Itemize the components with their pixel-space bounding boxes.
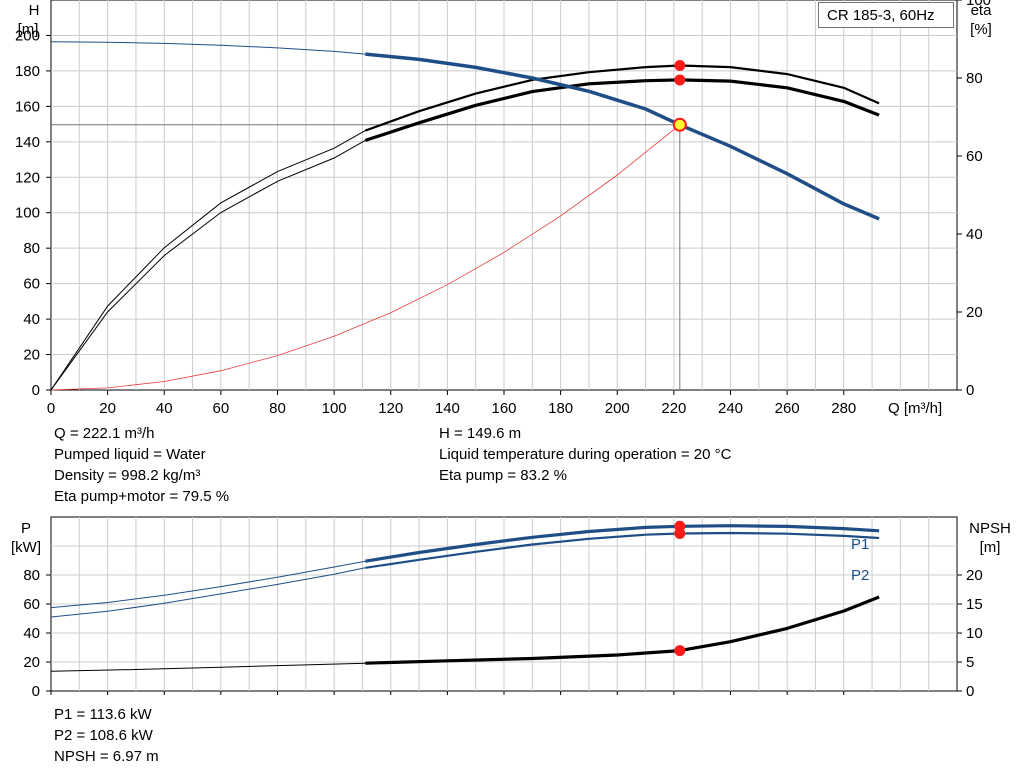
y2-tick-label: 10 — [966, 625, 983, 642]
info-block-bottom: P1 = 113.6 kW P2 = 108.6 kW NPSH = 6.97 … — [54, 704, 159, 767]
head-curve — [365, 52, 880, 221]
p1-curve-label: P1 — [851, 536, 869, 553]
y2-tick-label: 15 — [966, 596, 983, 613]
x-tick-label: 240 — [718, 400, 743, 417]
x-tick-label: 200 — [605, 400, 630, 417]
y-tick-label: 200 — [15, 27, 40, 44]
npsh-axis-label: NPSH — [969, 520, 1011, 537]
q-axis-label: Q [m³/h] — [888, 400, 942, 417]
info-eta-pump: Eta pump = 83.2 % — [439, 467, 567, 484]
y2-tick-label: 80 — [966, 70, 983, 87]
y-tick-label: 140 — [15, 134, 40, 151]
info-block-left: Q = 222.1 m³/h Pumped liquid = Water Den… — [54, 423, 229, 507]
eta-axis-unit: [%] — [970, 21, 992, 38]
h-axis-unit: [m] — [18, 21, 39, 38]
y-tick-label: 20 — [23, 654, 40, 671]
y2-tick-label: 100 — [966, 0, 991, 9]
p-axis-label: P — [21, 520, 31, 537]
x-tick-label: 40 — [156, 400, 173, 417]
eta-axis-label: eta — [971, 2, 993, 19]
npsh-curve-extension — [50, 662, 366, 672]
p2-marker — [674, 528, 686, 540]
x-tick-label: 180 — [548, 400, 573, 417]
info-p1: P1 = 113.6 kW — [54, 706, 152, 723]
y-tick-label: 0 — [32, 683, 40, 700]
x-tick-label: 20 — [99, 400, 116, 417]
y2-tick-label: 60 — [966, 148, 983, 165]
eta-pump-marker — [674, 60, 686, 72]
y2-tick-label: 5 — [966, 654, 974, 671]
head-curve-extension — [50, 41, 366, 55]
p2-curve — [365, 531, 880, 569]
x-tick-label: 80 — [269, 400, 286, 417]
eta-pump-curve-extension — [50, 130, 366, 391]
x-tick-label: 160 — [491, 400, 516, 417]
y2-tick-label: 40 — [966, 226, 983, 243]
info-density: Density = 998.2 kg/m³ — [54, 467, 201, 484]
x-tick-label: 0 — [47, 400, 55, 417]
y-tick-label: 20 — [23, 347, 40, 364]
info-eta-total: Eta pump+motor = 79.5 % — [54, 488, 230, 505]
y-tick-label: 80 — [23, 567, 40, 584]
y2-tick-label: 0 — [966, 382, 974, 399]
y-tick-label: 40 — [23, 311, 40, 328]
x-tick-label: 140 — [435, 400, 460, 417]
h-axis-label: H — [29, 2, 40, 19]
x-tick-label: 220 — [661, 400, 686, 417]
y-tick-label: 100 — [15, 205, 40, 222]
y-tick-label: 60 — [23, 276, 40, 293]
duty-point-marker — [672, 117, 687, 132]
y2-tick-label: 0 — [966, 683, 974, 700]
x-tick-label: 260 — [775, 400, 800, 417]
system-curve — [50, 124, 681, 391]
x-tick-label: 60 — [213, 400, 230, 417]
p2-curve-label: P2 — [851, 567, 869, 584]
info-p2: P2 = 108.6 kW — [54, 727, 153, 744]
eta-total-marker — [674, 74, 686, 86]
npsh-marker — [674, 645, 686, 657]
y-tick-label: 60 — [23, 596, 40, 613]
y2-tick-label: 20 — [966, 567, 983, 584]
info-npsh: NPSH = 6.97 m — [54, 748, 159, 765]
eta-total-curve-extension — [50, 139, 366, 391]
y-tick-label: 80 — [23, 240, 40, 257]
y-tick-label: 0 — [32, 382, 40, 399]
pump-model-legend: CR 185-3, 60Hz — [818, 2, 954, 28]
y-tick-label: 180 — [15, 63, 40, 80]
power-npsh-plot: 0 20 40 60 80 0 5 10 15 20 — [23, 516, 983, 700]
info-temperature: Liquid temperature during operation = 20… — [439, 446, 732, 463]
p2-curve-extension — [50, 567, 366, 618]
p1-curve-extension — [50, 560, 366, 609]
npsh-axis-unit: [m] — [980, 539, 1001, 556]
info-head: H = 149.6 m — [439, 425, 522, 442]
y2-tick-label: 20 — [966, 304, 983, 321]
y-tick-label: 160 — [15, 98, 40, 115]
info-liquid: Pumped liquid = Water — [54, 446, 206, 463]
p-axis-unit: [kW] — [11, 539, 41, 556]
head-efficiency-plot: 0 20 40 60 80 100 120 140 160 180 200 0 20 40 60 80 100 0… — [15, 0, 991, 417]
y-tick-label: 40 — [23, 625, 40, 642]
x-tick-label: 120 — [378, 400, 403, 417]
p1-curve — [365, 524, 880, 563]
eta-total-curve — [364, 78, 880, 142]
eta-pump-curve — [364, 64, 880, 132]
info-flow: Q = 222.1 m³/h — [54, 425, 155, 442]
x-tick-label: 100 — [322, 400, 347, 417]
info-block-right: H = 149.6 m Liquid temperature during op… — [439, 423, 731, 486]
y-tick-label: 120 — [15, 169, 40, 186]
x-tick-label: 280 — [831, 400, 856, 417]
